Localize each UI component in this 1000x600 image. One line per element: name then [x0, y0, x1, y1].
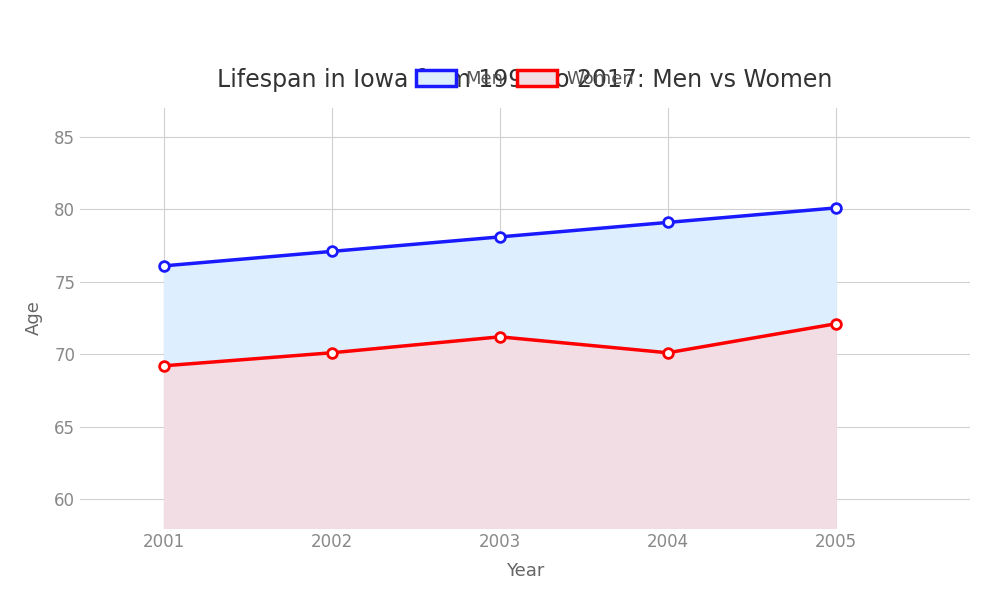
Y-axis label: Age: Age [25, 301, 43, 335]
Legend: Men, Women: Men, Women [409, 62, 641, 95]
X-axis label: Year: Year [506, 562, 544, 580]
Title: Lifespan in Iowa from 1996 to 2017: Men vs Women: Lifespan in Iowa from 1996 to 2017: Men … [217, 68, 833, 92]
